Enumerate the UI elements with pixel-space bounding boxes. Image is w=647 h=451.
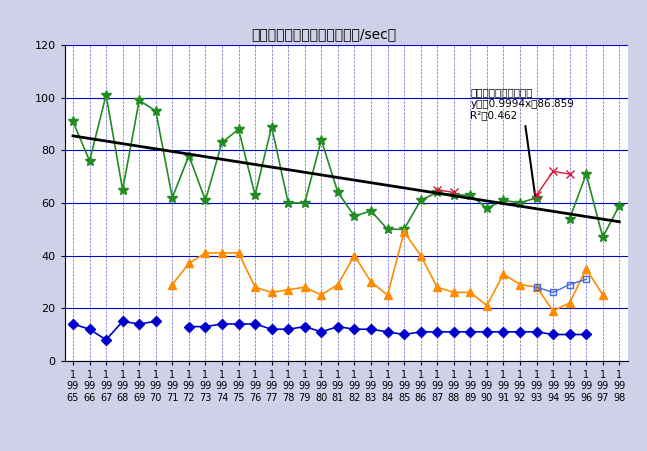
- Text: 年流量状況（年平均流量　㎥/sec）: 年流量状況（年平均流量 ㎥/sec）: [251, 27, 396, 41]
- Text: 名駒地点流量の回帰式
y＝－0.9994x＋86.859
R²＝0.462: 名駒地点流量の回帰式 y＝－0.9994x＋86.859 R²＝0.462: [470, 87, 574, 201]
